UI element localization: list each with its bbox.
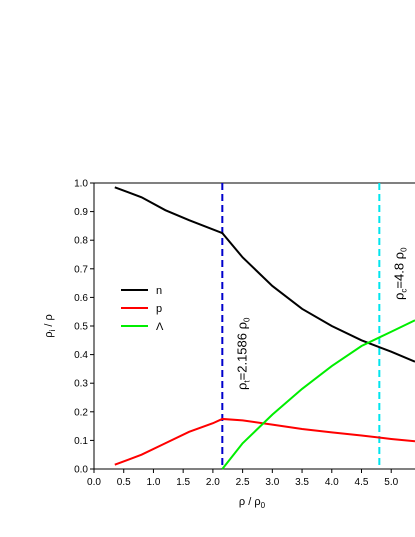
y-tick-label: 0.1	[74, 436, 88, 447]
subscript: 0	[399, 247, 408, 252]
label: ρ / ρ0	[239, 496, 266, 510]
x-tick-label: 0.0	[87, 477, 101, 488]
y-tick-label: 0.9	[74, 207, 88, 218]
y-tick-label: 0.3	[74, 379, 88, 390]
series-line	[114, 186, 415, 363]
legend-label: Λ	[156, 321, 164, 333]
series-line	[221, 319, 415, 470]
legend-label: p	[156, 303, 162, 315]
text-part: ρ	[391, 293, 406, 300]
x-tick-label: 0.5	[117, 477, 131, 488]
y-tick-label: 0.7	[74, 264, 88, 275]
y-tick-label: 0.8	[74, 236, 88, 247]
series-line	[114, 417, 415, 466]
x-tick-label: 3.0	[265, 477, 279, 488]
subscript: c	[399, 289, 408, 293]
x-tick-label: 4.0	[325, 477, 339, 488]
y-tick-label: 0.0	[74, 465, 88, 476]
y-tick-label: 0.2	[74, 407, 88, 418]
y-tick-label: 0.6	[74, 293, 88, 304]
x-tick-label: 3.5	[295, 477, 309, 488]
y-tick-label: 0.5	[74, 322, 88, 333]
subscript: t	[242, 380, 251, 383]
label: ρc=4.8 ρ0	[391, 247, 408, 300]
text-part: ρ	[234, 383, 249, 390]
legend-label: n	[156, 285, 162, 297]
x-tick-label: 2.0	[206, 477, 220, 488]
subscript: 0	[242, 317, 251, 322]
subscript: i	[48, 329, 57, 331]
text-part: ρ	[43, 331, 55, 337]
label: ρt=2.1586 ρ0	[234, 317, 251, 390]
y-tick-label: 0.4	[74, 350, 88, 361]
x-tick-label: 4.5	[355, 477, 369, 488]
y-tick-label: 1.0	[74, 179, 88, 190]
text-part: ρ / ρ	[239, 496, 261, 508]
label: ρi / ρ	[43, 314, 57, 337]
text-part: =2.1586 ρ	[234, 322, 249, 380]
x-tick-label: 1.5	[176, 477, 190, 488]
x-tick-label: 2.5	[236, 477, 250, 488]
x-tick-label: 5.0	[384, 477, 398, 488]
text-part: / ρ	[43, 314, 55, 329]
x-tick-label: 1.0	[146, 477, 160, 488]
text-part: =4.8 ρ	[391, 252, 406, 289]
subscript: 0	[261, 501, 266, 510]
